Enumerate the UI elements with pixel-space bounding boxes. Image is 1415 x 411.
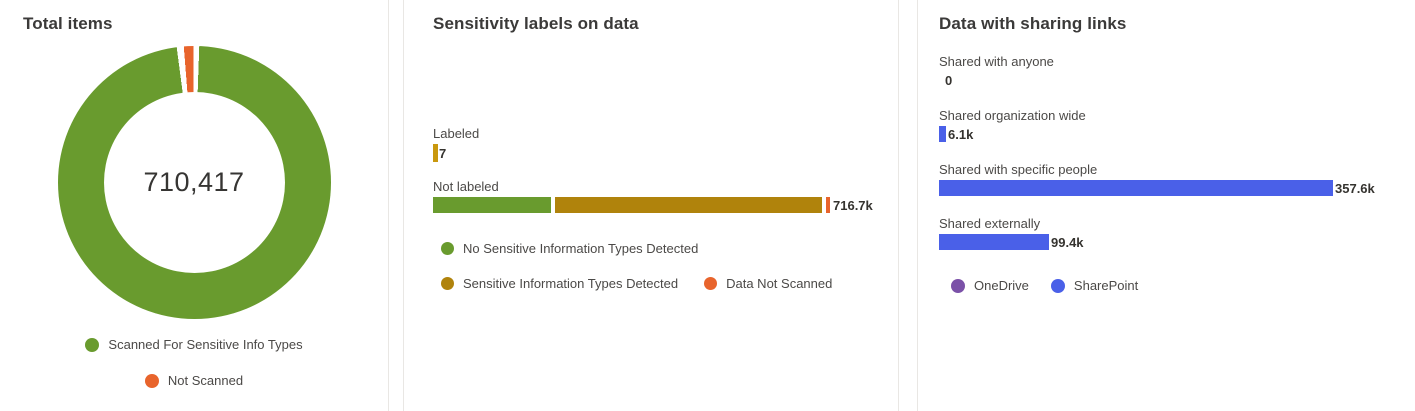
data-not-scanned-legend-dot-icon [704, 277, 718, 290]
not-scanned-legend-label: Not Scanned [167, 373, 244, 388]
total-items-donut-chart[interactable]: 710,417 [57, 46, 331, 319]
share-row-org-wide: Shared organization wide 6.1k [939, 108, 1415, 143]
shared-org-wide-bar[interactable] [939, 126, 946, 142]
not-scanned-legend-dot-icon [144, 373, 159, 388]
labeled-bar[interactable] [433, 144, 438, 162]
shared-specific-people-bar-row: 357.6k [939, 179, 1415, 197]
legend-item-sensitive-types: Sensitive Information Types Detected [441, 276, 678, 291]
legend-item-not-scanned: Not Scanned [0, 373, 388, 388]
sharing-legend-row: OneDrive SharePoint [951, 278, 1415, 293]
shared-with-anyone-bar-row: 0 [939, 71, 1415, 89]
labeled-value: 7 [439, 145, 447, 161]
sharing-links-title: Data with sharing links [939, 14, 1127, 33]
shared-specific-people-bar[interactable] [939, 180, 1333, 196]
shared-externally-value: 99.4k [1051, 234, 1084, 250]
labeled-bar-row: 7 [433, 144, 898, 162]
scanned-legend-dot-icon [85, 337, 100, 352]
donut-hole: 710,417 [103, 92, 285, 273]
shared-org-wide-bar-row: 6.1k [939, 125, 1415, 143]
sensitivity-legend-row-2: Sensitive Information Types Detected Dat… [441, 276, 898, 291]
labeled-category-label: Labeled [433, 126, 480, 141]
not-scanned-bar-segment[interactable] [826, 197, 830, 213]
total-items-count: 710,417 [143, 167, 245, 197]
total-items-card: Total items 710,417 Scanned For Sensitiv… [0, 0, 389, 411]
sensitive-types-legend-dot-icon [441, 277, 454, 290]
legend-item-data-not-scanned: Data Not Scanned [704, 276, 832, 291]
card-gap [899, 0, 917, 411]
legend-item-scanned: Scanned For Sensitive Info Types [0, 337, 388, 352]
onedrive-legend-dot-icon [951, 278, 965, 293]
sharepoint-legend-label: SharePoint [1073, 278, 1139, 293]
shared-org-wide-value: 6.1k [948, 126, 974, 142]
legend-item-no-sensitive-types: No Sensitive Information Types Detected [441, 241, 698, 256]
no-sensitive-types-legend-label: No Sensitive Information Types Detected [463, 241, 699, 256]
shared-externally-bar-row: 99.4k [939, 233, 1415, 251]
shared-externally-bar[interactable] [939, 234, 1049, 250]
card-gap [389, 0, 403, 411]
legend-item-sharepoint: SharePoint [1050, 278, 1139, 293]
share-row-externally: Shared externally 99.4k [939, 216, 1415, 251]
sharing-links-card: Data with sharing links Shared with anyo… [917, 0, 1415, 411]
scanned-legend-label: Scanned For Sensitive Info Types [108, 337, 303, 352]
onedrive-legend-label: OneDrive [974, 278, 1029, 293]
shared-with-anyone-value: 0 [945, 72, 953, 88]
shared-externally-label: Shared externally [939, 216, 1041, 231]
shared-with-anyone-label: Shared with anyone [939, 54, 1054, 69]
shared-specific-people-label: Shared with specific people [939, 162, 1098, 177]
legend-item-onedrive: OneDrive [951, 278, 1029, 293]
no-sensitive-types-legend-dot-icon [441, 242, 454, 255]
sensitivity-labels-card: Sensitivity labels on data Labeled 7 Not… [403, 0, 899, 411]
not-labeled-stacked-bar: 716.7k [433, 197, 898, 213]
no-sensitive-types-bar-segment[interactable] [433, 197, 551, 213]
data-not-scanned-legend-label: Data Not Scanned [726, 276, 833, 291]
shared-org-wide-label: Shared organization wide [939, 108, 1086, 123]
sensitive-types-legend-label: Sensitive Information Types Detected [463, 276, 679, 291]
not-labeled-category-label: Not labeled [433, 179, 499, 194]
not-labeled-value: 716.7k [833, 197, 873, 213]
sensitivity-legend-row-1: No Sensitive Information Types Detected [441, 241, 898, 256]
sensitive-types-bar-segment[interactable] [555, 197, 822, 213]
share-row-specific-people: Shared with specific people 357.6k [939, 162, 1415, 197]
total-items-title: Total items [23, 14, 113, 33]
shared-specific-people-value: 357.6k [1335, 180, 1375, 196]
sharepoint-legend-dot-icon [1050, 278, 1065, 293]
sensitivity-labels-title: Sensitivity labels on data [433, 14, 639, 33]
share-row-anyone: Shared with anyone 0 [939, 54, 1415, 89]
